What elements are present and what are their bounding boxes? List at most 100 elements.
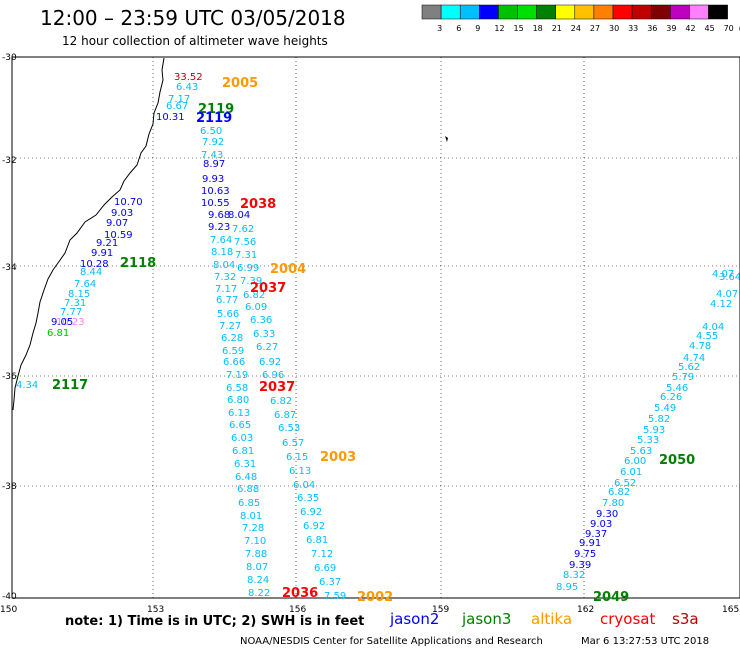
wave-height-value: 7.56 [234,237,256,248]
wave-height-value: 9.91 [91,248,113,259]
scale-swatch [536,4,556,20]
wave-height-value: 4.74 [683,353,705,364]
wave-height-value: 9.07 [106,218,128,229]
scale-swatch [612,4,633,20]
scale-label: 33 [628,24,638,33]
scale-label: 30 [609,24,619,33]
wave-height-value: 8.97 [203,159,225,170]
scale-swatch [459,4,480,20]
figure-title: 12:00 – 23:59 UTC 03/05/2018 [40,6,346,30]
scale-swatch [517,4,537,20]
wave-height-value: 6.00 [624,456,646,467]
lat-label: -38 [2,482,17,492]
wave-height-value: 5.33 [637,435,659,446]
pass-number-label: 2005 [222,76,258,91]
lat-label: -30 [2,53,17,63]
wave-height-value: 4.04 [702,322,724,333]
wave-height-value: 5.66 [217,309,239,320]
scale-swatch [440,4,461,20]
pass-number-label: 2118 [120,256,156,271]
wave-height-value: 4.78 [689,341,711,352]
wave-height-value: 7.39 [240,276,262,287]
pass-number-label: 2037 [259,380,295,395]
wave-height-value: 7.12 [311,549,333,560]
wave-height-value: 5.82 [648,414,670,425]
satellite-legend: jason2 jason3 altika cryosat s3a [389,610,699,628]
scale-swatch [421,4,442,20]
wave-height-value: 6.88 [237,484,259,495]
wave-height-value: 6.77 [216,295,238,306]
footer-timestamp: Mar 6 13:27:53 UTC 2018 [581,636,709,647]
wave-height-value: 5.93 [643,425,665,436]
wave-height-value: 6.52 [614,478,636,489]
wave-height-value: 7.64 [210,235,232,246]
wave-height-value: 9.05 [51,317,73,328]
wave-height-value: 8.04 [213,260,235,271]
wave-height-value: 9.93 [202,174,224,185]
wave-height-value: 10.23 [56,317,85,328]
wave-height-value: 10.28 [80,259,109,270]
satellite-jason2: jason2 [389,610,439,628]
wave-height-value: 8.07 [246,562,268,573]
wave-height-value: 6.82 [270,396,292,407]
wave-height-value: 7.92 [202,137,224,148]
wave-height-value: 7.32 [214,272,236,283]
wave-height-value: 5.63 [630,446,652,457]
wave-height-value: 10.70 [114,197,143,208]
wave-height-value: 8.18 [211,247,233,258]
scale-label: 9 [475,24,480,33]
wave-height-value: 6.81 [232,446,254,457]
wave-height-value: 9.30 [596,509,618,520]
wave-height-value: 6.82 [608,487,630,498]
wave-height-value: 4.34 [16,380,38,391]
lon-label: 150 [0,605,17,615]
wave-height-value: 4.12 [710,299,732,310]
wave-height-value: 7.10 [244,536,266,547]
longitude-labels: 150 153 156 159 162 165 [0,605,739,615]
wave-height-value: 6.92 [303,521,325,532]
wave-height-value: 9.03 [590,519,612,530]
pass-number-label: 2036 [282,586,318,601]
lat-label: -34 [2,263,17,273]
pass-number-label: 2004 [270,262,306,277]
wave-height-value: 6.85 [238,498,260,509]
wave-height-value: 6.82 [243,290,265,301]
satellite-s3a: s3a [672,610,699,628]
wave-height-value: 7.31 [64,298,86,309]
satellite-altika: altika [531,610,572,628]
wave-height-value: 10.59 [104,230,133,241]
scale-label: 24 [571,24,581,33]
scale-label: 12 [494,24,504,33]
wave-height-value: 6.04 [293,480,315,491]
scale-swatch [479,4,499,20]
scale-swatch [708,4,728,20]
pass-number-label: 2038 [240,197,276,212]
scale-label: 36 [647,24,657,33]
wave-height-value: 6.65 [229,420,251,431]
wave-height-value: 7.27 [219,321,241,332]
wave-height-value: 6.99 [237,263,259,274]
satellite-jason3: jason3 [461,610,511,628]
wave-height-value: 8.44 [80,267,102,278]
scale-label: 45 [705,24,715,33]
island [445,136,448,142]
wave-height-value: 6.33 [253,329,275,340]
wave-height-value: 6.66 [223,357,245,368]
scale-label: 70 [724,24,734,33]
wave-height-value: 6.13 [228,408,250,419]
scale-label: 39 [666,24,676,33]
coastline [12,57,165,411]
wave-height-value: 6.13 [289,466,311,477]
scale-swatch [593,4,614,20]
pass-number-label: 2119 [198,102,234,117]
lon-label: 156 [289,605,306,615]
scale-label: 42 [685,24,695,33]
wave-height-value: 6.26 [660,392,682,403]
wave-height-value: 7.77 [60,307,82,318]
wave-height-value: 6.35 [297,493,319,504]
wave-height-value: 6.81 [47,328,69,339]
legend-note: note: 1) Time is in UTC; 2) SWH is in fe… [65,614,364,629]
wave-height-value: 7.43 [201,150,223,161]
wave-height-value: 4.55 [696,331,718,342]
